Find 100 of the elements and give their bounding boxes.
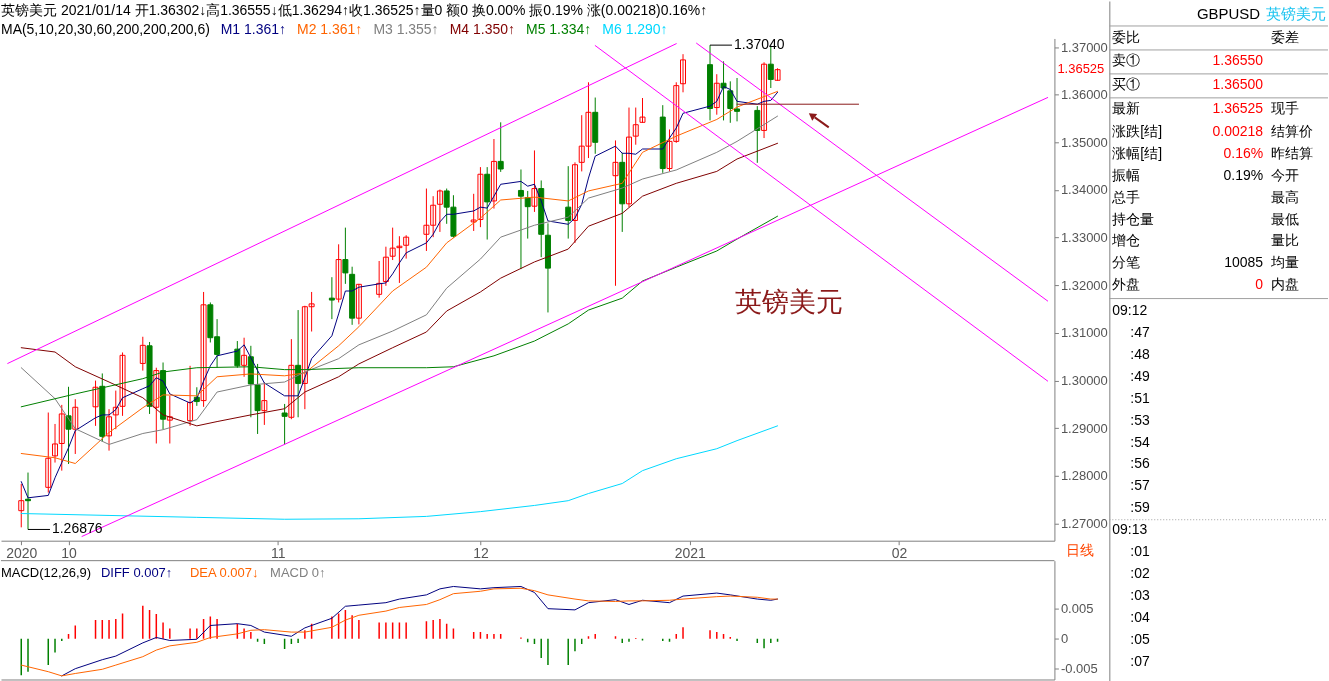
candlestick [754,105,761,164]
text: :02 [1130,565,1150,582]
text: 委差 [1271,29,1300,46]
chart-title: 英镑美元 2021/01/14 开1.36302↓高1.36555↓低1.36294↑收1.36525↑量0 额0 换0.00% 振0.19% 涨(0.00218)0.16%↑ [1,2,708,19]
y-tick-label: 0 [1060,631,1069,647]
text: :47 [1130,323,1150,340]
y-tick-label: -0.005 [1060,661,1098,677]
text: :48 [1130,345,1150,362]
text: 今开 [1271,167,1300,184]
y-tick-label: 1.37000 [1060,39,1108,55]
annotation: 1.37040 [733,36,785,53]
x-tick-label: 12 [473,545,489,562]
y-tick-label: 1.28000 [1060,468,1108,484]
candlestick [761,61,768,139]
candlestick [261,382,268,426]
x-tick-label: 11 [271,545,286,562]
candlestick [612,139,619,287]
candlestick [727,80,734,124]
candlestick [470,193,477,232]
candlestick [734,77,741,122]
x-tick-label: 02 [891,545,908,562]
text: 外盘 [1112,276,1141,293]
text: DIFF 0.007↑ [100,564,173,580]
text: 0.16% [1223,145,1264,162]
text: 振幅 [1112,167,1141,184]
candlestick [490,138,497,210]
text: 0.19% [1223,167,1264,184]
candlestick [328,276,335,320]
candlestick [281,403,288,445]
candlestick [720,60,727,121]
text: 持仓量 [1112,211,1155,228]
y-tick-label: 1.35000 [1060,134,1108,150]
text: 英镑美元 [1266,5,1326,23]
text: 1.36500 [1212,76,1264,93]
text: :51 [1130,389,1150,406]
candlestick [531,149,538,213]
text: :05 [1130,630,1150,647]
candlestick [187,365,194,427]
candlestick [166,395,173,444]
y-tick-label: 1.33000 [1060,230,1108,246]
x-tick-label: 10 [61,545,78,562]
candlestick [139,336,146,372]
text: 昨结算 [1271,145,1314,162]
text: 1.36525 [1212,100,1264,117]
text: GBPUSD [1196,5,1261,23]
line-series [20,425,779,520]
candlestick [72,398,79,455]
text: M5 1.334↑ [526,21,592,38]
text: :56 [1130,455,1150,472]
text: :04 [1130,608,1150,625]
text: 最新 [1112,100,1141,117]
candlestick [517,169,524,270]
candlestick [106,408,113,452]
text: 委比 [1112,29,1141,46]
y-tick-label: 1.34000 [1060,182,1108,198]
candlestick [92,380,99,427]
y-tick-label: 1.27000 [1060,516,1108,532]
text: :59 [1130,499,1150,516]
candlestick [774,67,781,82]
text: MACD 0↑ [270,564,326,580]
candlestick [376,260,383,299]
text: :07 [1130,652,1150,669]
text: :54 [1130,433,1150,450]
candlestick [497,121,504,173]
y-tick-label: 1.32000 [1060,277,1108,293]
legend-title: MA(5,10,20,30,60,200,200,200,6) [1,21,210,38]
text: M3 1.355↑ [373,21,439,38]
candlestick [45,412,52,494]
text: 10085 [1224,254,1264,271]
candlestick [382,246,389,287]
candlestick [335,243,342,303]
candlestick [241,337,248,378]
candlestick [713,73,720,116]
text: 分笔 [1112,254,1141,271]
text: 总手 [1111,189,1141,206]
text: 增仓 [1111,232,1141,249]
text: M2 1.361↑ [297,21,363,38]
text: 0 [1255,276,1264,293]
text: 最高 [1271,189,1300,206]
y-tick-label: 1.29000 [1060,420,1108,436]
candlestick [524,190,531,240]
text: :03 [1130,586,1150,603]
text: 0.00218 [1212,123,1264,140]
candlestick [680,53,687,93]
text: :57 [1130,477,1150,494]
text: 量比 [1271,232,1300,249]
text: 涨跌[结] [1112,123,1163,140]
text: 1.36525 [1057,61,1105,77]
candlestick [565,165,572,240]
candlestick [571,161,578,244]
candlestick [355,283,362,325]
y-tick-label: 1.31000 [1060,325,1108,341]
text: DEA 0.007↓ [190,564,259,580]
candlestick [436,189,443,233]
x-tick-label: 2020 [6,545,38,562]
x-tick-label: 2021 [674,545,707,562]
y-tick-label: 0.005 [1060,601,1094,617]
text: M6 1.290↑ [602,21,668,38]
candlestick [288,338,295,420]
text: 最低 [1271,211,1300,228]
